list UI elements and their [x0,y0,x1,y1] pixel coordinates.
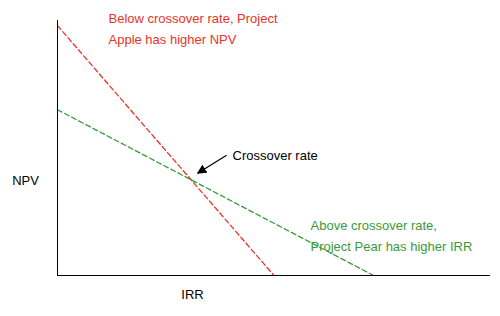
svg-text:Above crossover rate,Project P: Above crossover rate,Project Pear has hi… [311,218,473,254]
svg-text:Below crossover rate, ProjectA: Below crossover rate, ProjectApple has h… [109,11,278,47]
svg-text:NPV: NPV [12,173,39,188]
svg-text:Crossover rate: Crossover rate [233,148,318,163]
svg-text:IRR: IRR [181,287,203,302]
